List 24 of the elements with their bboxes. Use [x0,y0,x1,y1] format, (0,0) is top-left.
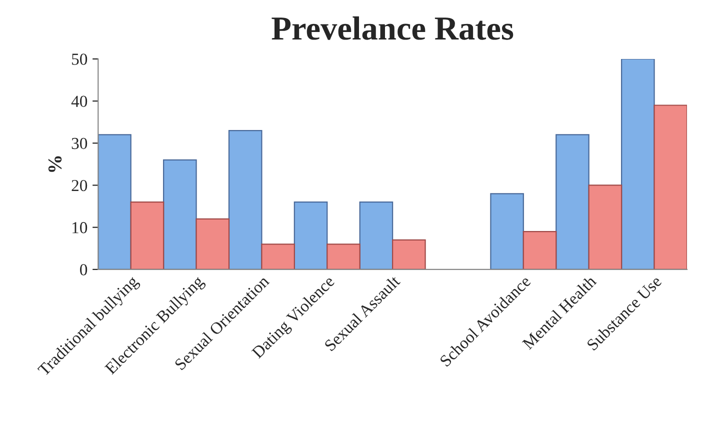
bar [130,202,164,270]
y-tick-label: 0 [80,264,88,276]
bar [163,159,197,270]
bar [359,202,394,270]
y-tick-label: 50 [72,54,88,65]
bar [294,202,328,270]
y-axis-title: % [48,156,62,172]
bar [621,58,655,270]
y-tick-label: 30 [72,138,88,150]
y-tick-label: 10 [72,222,88,234]
bar [196,218,230,270]
bar [588,184,622,270]
bar [261,244,295,270]
bar [556,134,590,270]
bar [654,104,687,270]
bar [228,130,262,270]
bar [98,134,132,270]
bar [326,244,360,270]
y-tick-label: 40 [71,96,88,107]
chart-title: Prevelance Rates [272,16,514,40]
bar [392,239,426,270]
bar [490,193,524,270]
bar [522,230,557,270]
y-tick-label: 20 [72,180,88,192]
